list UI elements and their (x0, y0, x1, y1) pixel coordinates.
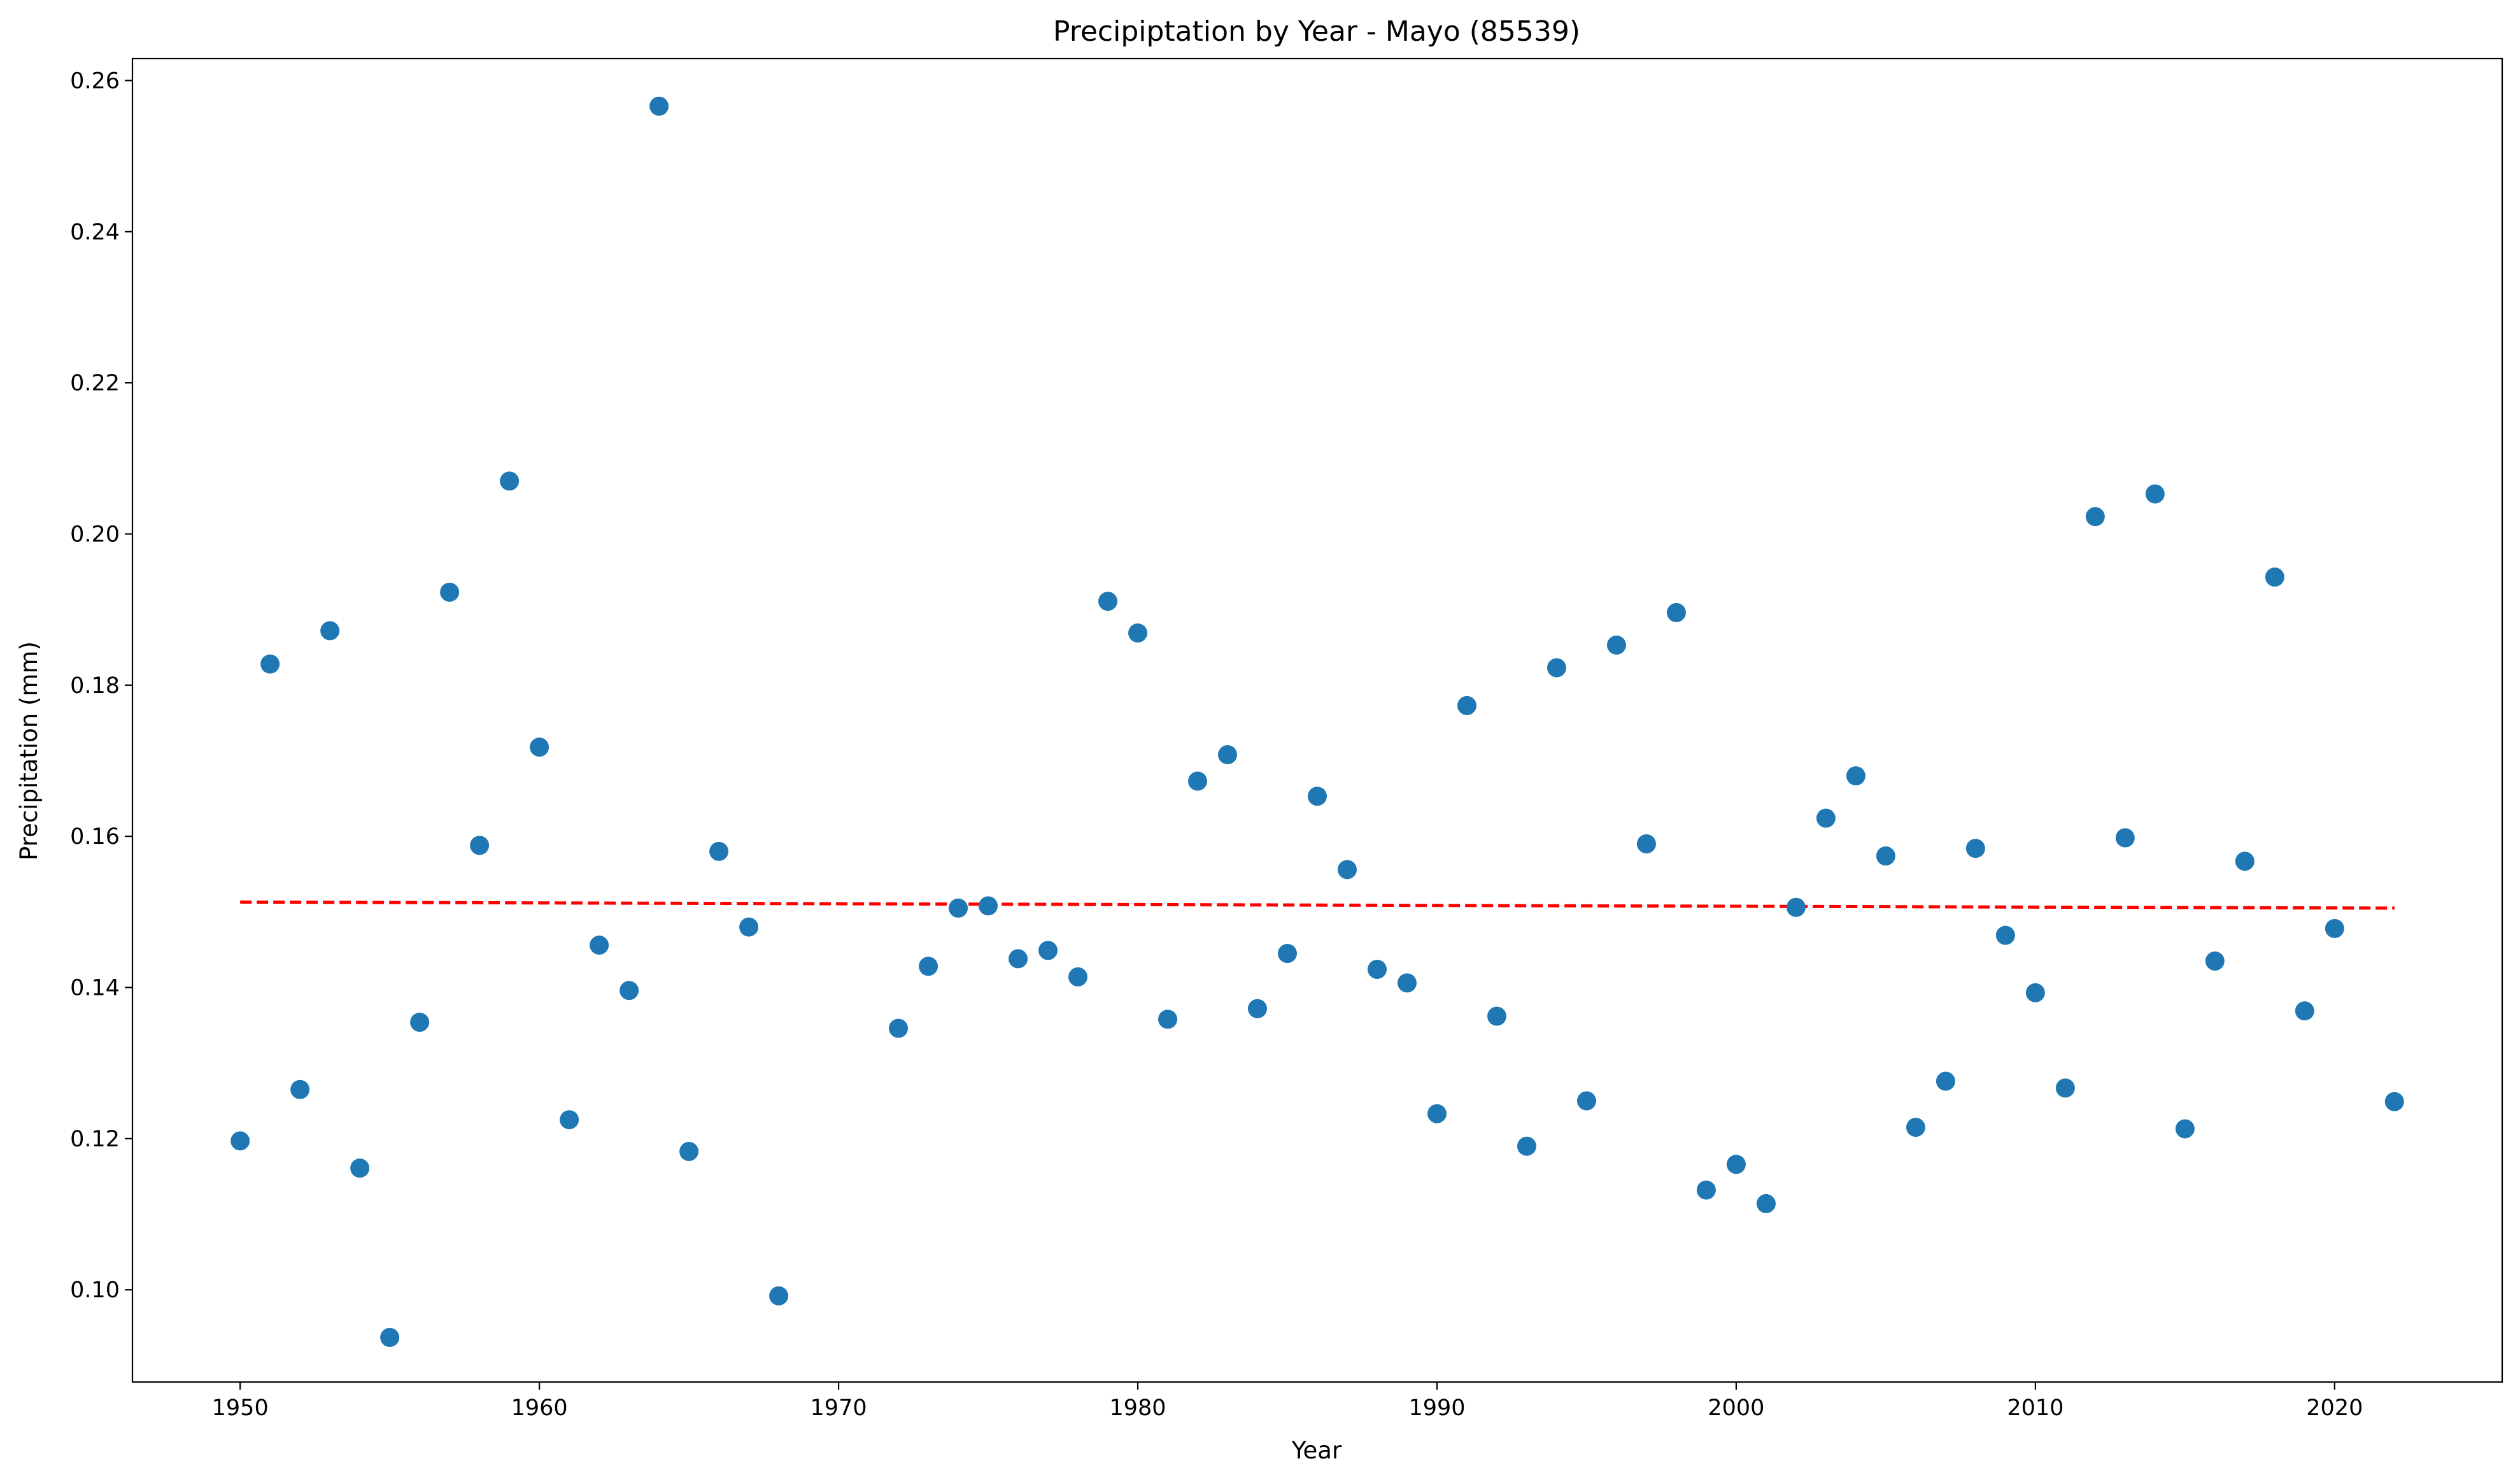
data-point (1397, 973, 1417, 993)
data-point (2205, 951, 2225, 971)
x-tick-label: 1960 (511, 1395, 568, 1421)
data-point (1068, 967, 1088, 987)
y-tick-label: 0.14 (70, 976, 120, 1001)
data-point (2175, 1119, 2195, 1139)
data-point (2115, 828, 2135, 848)
data-point (260, 654, 280, 674)
data-point (530, 737, 549, 757)
data-point (1965, 839, 1985, 859)
data-point (1098, 592, 1118, 611)
data-point (230, 1131, 250, 1151)
plot-area (131, 57, 2503, 1383)
data-point (560, 1110, 579, 1130)
data-point (1816, 808, 1836, 828)
data-point (1158, 1009, 1178, 1029)
y-tick-label: 0.16 (70, 824, 120, 850)
data-point (1457, 695, 1476, 715)
data-point (590, 936, 609, 955)
data-point (1696, 1180, 1716, 1200)
data-point (1906, 1118, 1925, 1137)
y-tick-label: 0.22 (70, 371, 120, 396)
data-point (320, 621, 340, 641)
data-point (2384, 1092, 2404, 1111)
data-point (1756, 1193, 1776, 1213)
data-point (1606, 635, 1626, 655)
data-point (2085, 507, 2105, 527)
data-point (1038, 941, 1058, 960)
data-point (1308, 787, 1327, 806)
x-tick-label: 1980 (1109, 1395, 1166, 1421)
y-tick-label: 0.26 (70, 68, 120, 94)
data-point (1846, 766, 1865, 786)
data-point (1726, 1155, 1746, 1174)
data-point (1278, 944, 1298, 964)
chart-title: Precipiptation by Year - Mayo (85539) (1053, 15, 1580, 48)
data-point (1248, 999, 1268, 1018)
data-point (1218, 745, 1238, 764)
trend-line (240, 900, 2395, 910)
data-point (1666, 602, 1686, 622)
data-point (1576, 1091, 1596, 1111)
y-tick-label: 0.12 (70, 1127, 120, 1152)
data-point (1487, 1006, 1506, 1026)
data-point (649, 96, 669, 116)
y-tick-label: 0.24 (70, 220, 120, 245)
data-point (1876, 846, 1895, 866)
data-point (1009, 949, 1028, 969)
plot-frame (131, 57, 2503, 1383)
data-point (1936, 1071, 1955, 1091)
data-point (1337, 860, 1357, 880)
y-axis-title: Precipitation (mm) (15, 641, 43, 860)
x-axis-title: Year (1291, 1437, 1342, 1464)
data-point (440, 582, 460, 602)
x-axis-ticks: 1950 1960 1970 1980 1990 2000 2010 2020 (212, 1382, 2363, 1421)
data-point (410, 1013, 430, 1032)
data-point (1517, 1136, 1536, 1156)
data-point (1995, 925, 2015, 945)
data-point (889, 1018, 909, 1038)
data-point (949, 898, 968, 918)
trend-line-layer (240, 900, 2395, 910)
data-point (2295, 1001, 2314, 1021)
data-point (979, 896, 998, 916)
data-point (2145, 484, 2165, 504)
data-point (380, 1327, 400, 1347)
x-tick-label: 2020 (2306, 1395, 2363, 1421)
data-point (2025, 983, 2045, 1002)
data-point (739, 917, 759, 937)
x-tick-label: 1970 (811, 1395, 867, 1421)
data-point (619, 981, 639, 1001)
data-point (290, 1079, 310, 1099)
data-points (230, 96, 2404, 1347)
data-point (500, 471, 520, 491)
y-tick-label: 0.10 (70, 1278, 120, 1303)
data-point (1636, 834, 1656, 854)
data-point (2265, 567, 2284, 587)
data-point (1188, 771, 1208, 791)
data-point (1427, 1104, 1447, 1123)
x-tick-label: 2010 (2007, 1395, 2063, 1421)
data-point (2325, 918, 2344, 938)
y-tick-label: 0.20 (70, 522, 120, 547)
x-tick-label: 1950 (212, 1395, 269, 1421)
data-point (1128, 623, 1148, 643)
data-point (350, 1158, 370, 1178)
data-point (2055, 1078, 2075, 1098)
data-point (1367, 960, 1387, 980)
data-point (1786, 897, 1806, 917)
y-tick-label: 0.18 (70, 673, 120, 699)
data-point (1547, 658, 1566, 678)
data-point (769, 1286, 789, 1306)
y-axis-ticks: 0.10 0.12 0.14 0.16 0.18 0.20 0.22 0.24 0.26 (70, 68, 132, 1303)
x-tick-label: 2000 (1708, 1395, 1764, 1421)
data-point (709, 841, 729, 861)
data-point (679, 1142, 699, 1162)
data-point (919, 957, 938, 976)
data-point (2235, 851, 2255, 871)
data-point (470, 836, 490, 855)
x-tick-label: 1990 (1408, 1395, 1465, 1421)
